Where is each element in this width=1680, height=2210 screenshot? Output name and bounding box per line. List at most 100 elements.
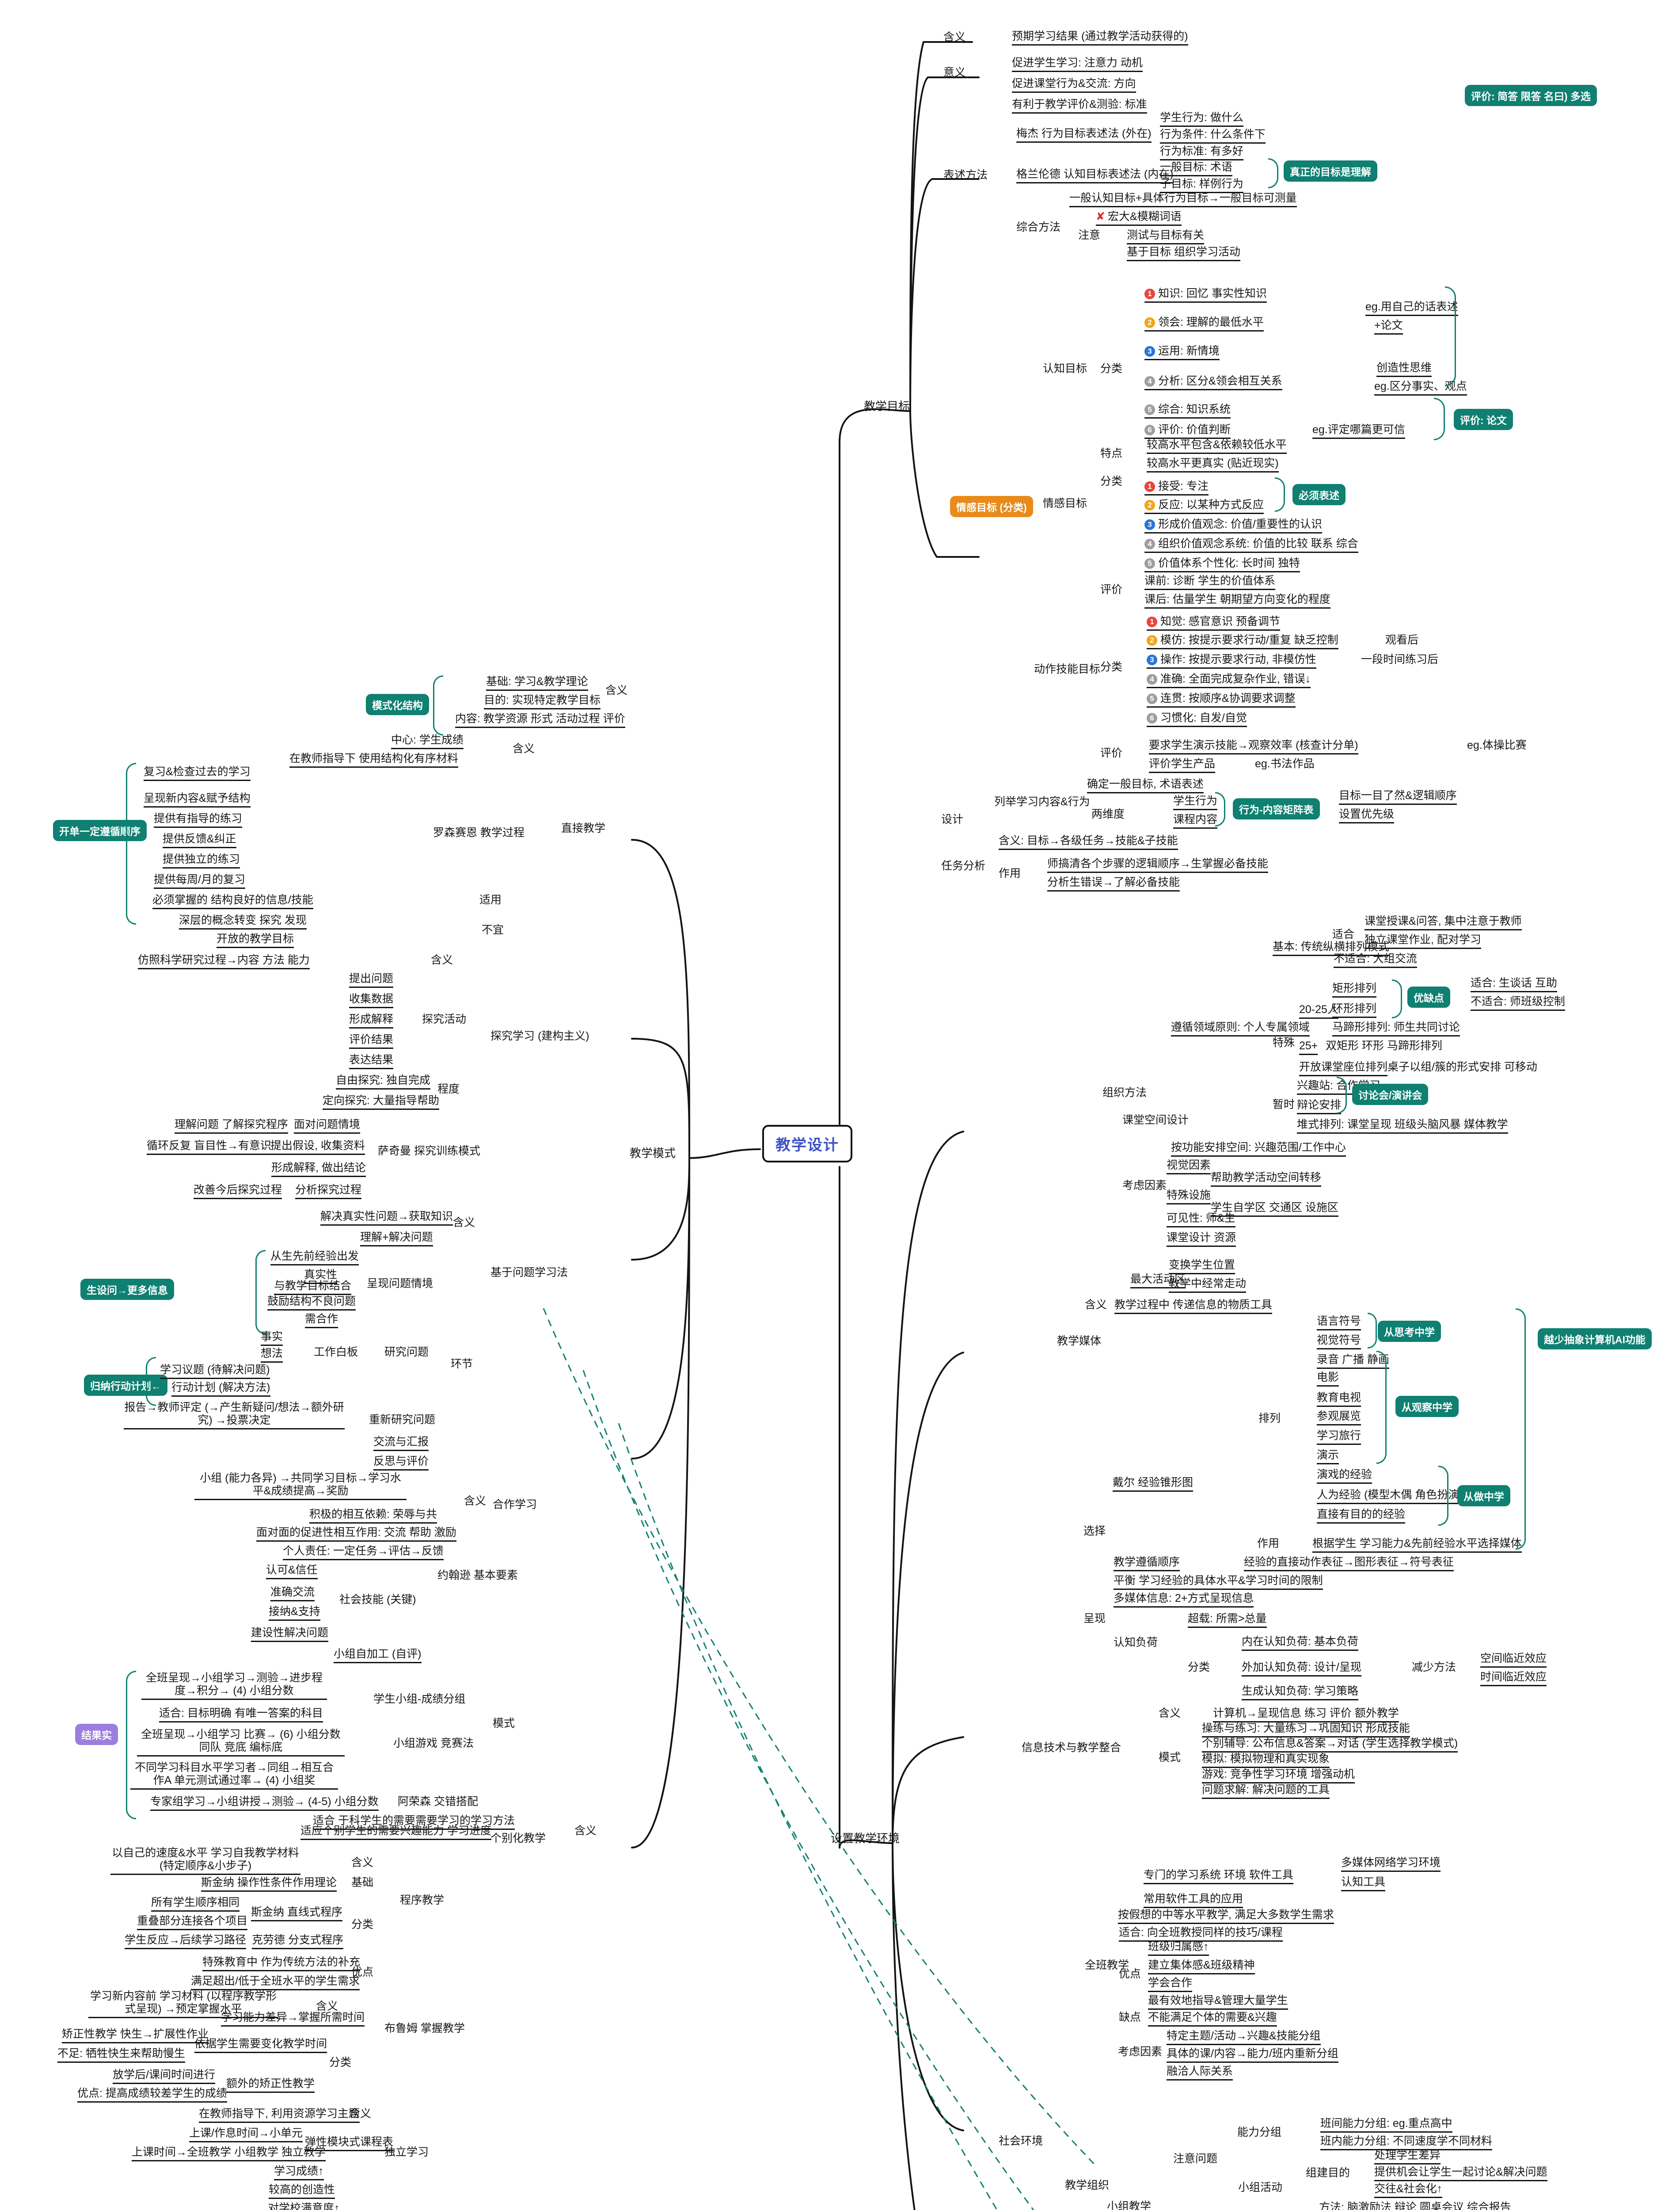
badge-less-abstract[interactable]: 越少抽象计算机AI功能 [1538,1328,1652,1349]
cone-8: 演戏的经验 [1317,1468,1372,1484]
psy-eval-eg-0: eg.体操比赛 [1467,739,1527,751]
badge-do[interactable]: 从做中学 [1457,1485,1510,1506]
prog-skinner: 斯金纳 直线式程序 [251,1906,342,1921]
badge-pros-cons[interactable]: 优缺点 [1407,987,1450,1008]
cog-lv1-sub-0: eg.用自己的话表述 [1365,301,1458,316]
coop-jigsaw-flow: 专家组学习→小组讲授→测验→ (4-5) 小组分数 [150,1795,379,1811]
suchman-3: 分析探究过程 [295,1184,362,1199]
level-badge-2: 2 [1144,500,1155,511]
coop-jigsaw: 阿荣森 交错搭配 [398,1795,478,1808]
badge-must-state[interactable]: 必须表述 [1292,484,1346,505]
badge-action-plan[interactable]: 归纳行动计划← [84,1375,167,1396]
group-ability-label: 能力分组 [1237,2126,1282,2138]
direct-fit-label: 适用 [479,894,502,906]
inq-act-3: 评价结果 [349,1033,394,1049]
space-size20: 20-25人 [1299,1003,1338,1019]
cog-feat-1: 较高水平更真实 (贴近现实) [1147,457,1279,472]
level-badge-4: 4 [1144,539,1155,549]
space-consider-3: 课堂设计 资源 [1167,1231,1236,1247]
badge-affective-tag[interactable]: 情感目标 (分类) [950,496,1033,517]
pbl-board-label: 工作白板 [314,1346,358,1358]
two-dim-1: 课程内容 [1173,813,1218,829]
direct-proc-2: 提供有指导的练习 [154,812,243,828]
task-role-label: 作用 [999,867,1021,880]
branch-models[interactable]: 教学模式 [630,1147,676,1160]
space-basic: 基本: 传统纵横排列模式 [1273,941,1389,956]
task-label: 任务分析 [941,860,986,872]
level-badge-3: 3 [1144,346,1155,357]
brace-eval-essay [1434,398,1445,440]
inq-deg-1: 定向探究: 大量指导帮助 [323,1094,439,1110]
brace-eval-short [1445,286,1456,386]
pattern-meaning-1: 目的: 实现特定教学目标 [484,694,601,709]
psych-label: 动作技能目标 [1034,663,1101,675]
root-node[interactable]: 教学设计 [762,1125,852,1162]
coop-mode-label: 模式 [493,1717,515,1730]
indep-meaning: 在教师指导下, 利用资源学习主题 [199,2107,360,2123]
pbl-present-label: 呈现问题情境 [367,1277,433,1290]
brace-do [1438,1466,1448,1526]
group-method: 方法: 脑激励法 辩论 圆桌会议 综合报告 [1319,2201,1511,2210]
coop-tgt-note: 不同学习科目水平学习者→同组→相互合作A 单元测试通过率→ (4) 小组奖 [130,1761,338,1790]
badge-observe[interactable]: 从观察中学 [1395,1396,1459,1417]
direct-proc-5: 提供每周/月的复习 [154,873,245,889]
aff-eval-1: 课后: 估量学生 朝期望方向变化的程度 [1144,593,1330,609]
prog-crowder: 克劳德 分支式程序 [252,1934,343,1949]
mastery-class-label: 分类 [329,2056,352,2069]
branch-goals[interactable]: 教学目标 [864,400,910,413]
badge-pattern-struct[interactable]: 模式化结构 [366,694,429,715]
psy-lv-3: 4 准确: 全面完成复杂作业, 错误↓ [1147,673,1311,688]
it-meaning-label: 含义 [1159,1707,1181,1719]
aff-lv-1: 2 反应: 以某种方式反应 [1144,499,1264,514]
it-mode-2: 模拟: 模拟物理和真实现象 [1202,1753,1330,1768]
social-label: 社会环境 [999,2135,1043,2147]
design-label: 设计 [941,813,964,826]
mastery-label: 布鲁姆 掌握教学 [384,2022,465,2035]
level-badge-5: 5 [1144,404,1155,415]
inquiry-label: 探究学习 (建构主义) [490,1030,589,1042]
space-horseshoe: 马蹄形排列: 师生共同讨论 [1332,1021,1460,1036]
cog-lv5-sub: eg.评定哪篇更可信 [1312,423,1405,439]
brace-result [126,1671,136,1819]
cone-1: 视觉符号 [1317,1334,1361,1349]
space-label: 课堂空间设计 [1122,1114,1189,1126]
x-icon: ✘ [1096,210,1105,223]
level-badge-1: 1 [1147,617,1157,627]
direct-meaning-label: 含义 [513,743,535,755]
space-basic-fit-label: 适合 [1332,928,1355,941]
aff-lv-4: 5 价值体系个性化: 长时间 独特 [1144,557,1300,572]
whole-pro-1: 建立集体感&班级精神 [1148,1959,1255,1974]
badge-student-ask[interactable]: 生设问→更多信息 [80,1279,174,1300]
brace-follow-order [126,763,136,925]
coop-tgt: 小组游戏 竞赛法 [393,1737,474,1749]
badge-discussion[interactable]: 讨论会/演讲会 [1352,1084,1429,1105]
mastery-extra-sub-1: 优点: 提高成绩较差学生的成绩 [77,2087,227,2103]
pbl-board-0: 事实 [261,1330,283,1346]
mastery-meaning: 学习新内容前 学习材料 (以程序教学形式呈现) →预定掌握水平 [88,1990,278,2018]
media-reduce-0: 空间临近效应 [1480,1652,1547,1668]
cog-lv-0: 1 知识: 回忆 事实性知识 [1144,287,1267,303]
inquiry-meaning: 仿照科学研究过程→内容 方法 能力 [138,954,310,969]
group-consider-label: 考虑因素 [1118,2046,1163,2058]
goals-attn-0: 测试与目标有关 [1127,229,1205,244]
inq-act-1: 收集数据 [349,993,394,1008]
whole-desc: 按假想的中等水平教学, 满足大多数学生需求 [1118,1909,1334,1924]
badge-matrix[interactable]: 行为-内容矩阵表 [1233,798,1320,819]
space-org-1: 按功能安排空间: 兴趣范围/工作中心 [1171,1141,1346,1157]
mastery-extra-sub-0: 放学后/课间时间进行 [113,2069,215,2084]
branch-env[interactable]: 设置教学环境 [831,1832,900,1845]
psy-lv-2: 3 操作: 按提示要求行动, 非模仿性 [1147,653,1316,669]
level-badge-2: 2 [1147,635,1157,646]
inq-note-1: 循环反复 盲目性→有意识 [147,1139,271,1155]
badge-eval-short[interactable]: 评价: 简答 限答 名曰) 多选 [1465,85,1597,106]
goals-mager-2: 行为标准: 有多好 [1160,145,1243,160]
two-dim-label: 两维度 [1091,808,1125,820]
space-basic-fit-1: 独立课堂作业, 配对学习 [1365,934,1481,949]
badge-eval-essay[interactable]: 评价: 论文 [1454,409,1513,430]
badge-think[interactable]: 从思考中学 [1378,1321,1441,1342]
badge-result[interactable]: 结果实 [75,1724,118,1745]
goals-gronlund: 格兰伦德 认知目标表述法 (内在) [1016,168,1174,183]
cog-lv-4: 5 综合: 知识系统 [1144,403,1231,419]
badge-true-goal[interactable]: 真正的目标是理解 [1284,160,1377,182]
